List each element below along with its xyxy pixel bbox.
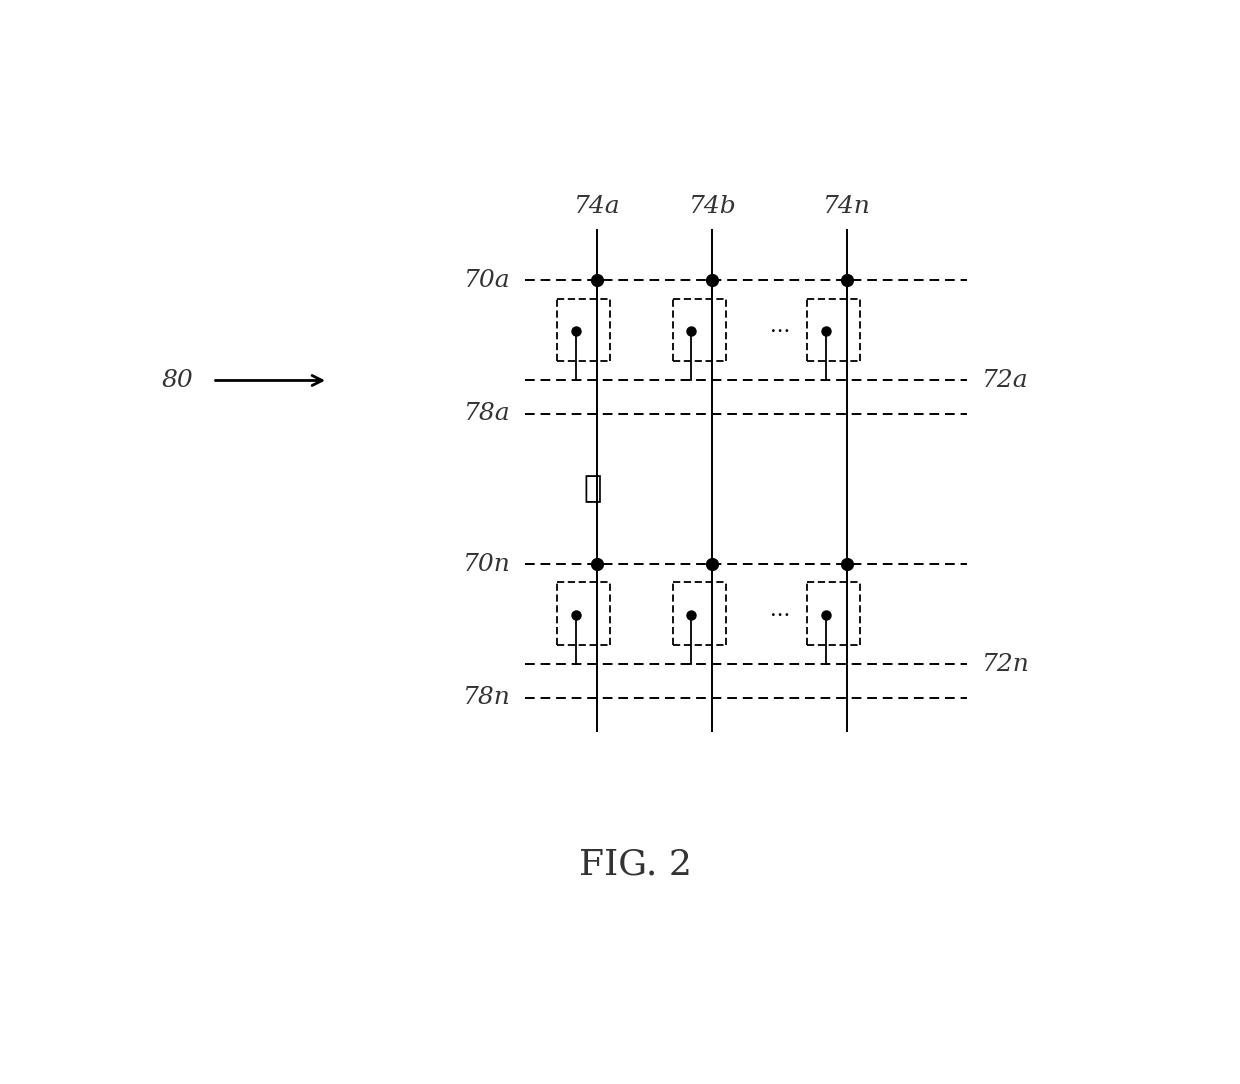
Text: 72a: 72a: [982, 369, 1028, 392]
Text: FIG. 2: FIG. 2: [579, 848, 692, 881]
Text: 70n: 70n: [463, 553, 511, 576]
Text: ...: ...: [770, 601, 790, 620]
Text: 72n: 72n: [982, 653, 1029, 675]
Text: 74b: 74b: [688, 195, 737, 218]
Text: 70a: 70a: [464, 269, 511, 292]
Text: ⋮: ⋮: [583, 474, 601, 504]
Text: 80: 80: [161, 369, 193, 392]
Text: 74n: 74n: [823, 195, 870, 218]
Text: 74a: 74a: [574, 195, 620, 218]
Text: 78a: 78a: [464, 402, 511, 425]
Text: ...: ...: [770, 317, 790, 336]
Text: 78n: 78n: [463, 686, 511, 709]
